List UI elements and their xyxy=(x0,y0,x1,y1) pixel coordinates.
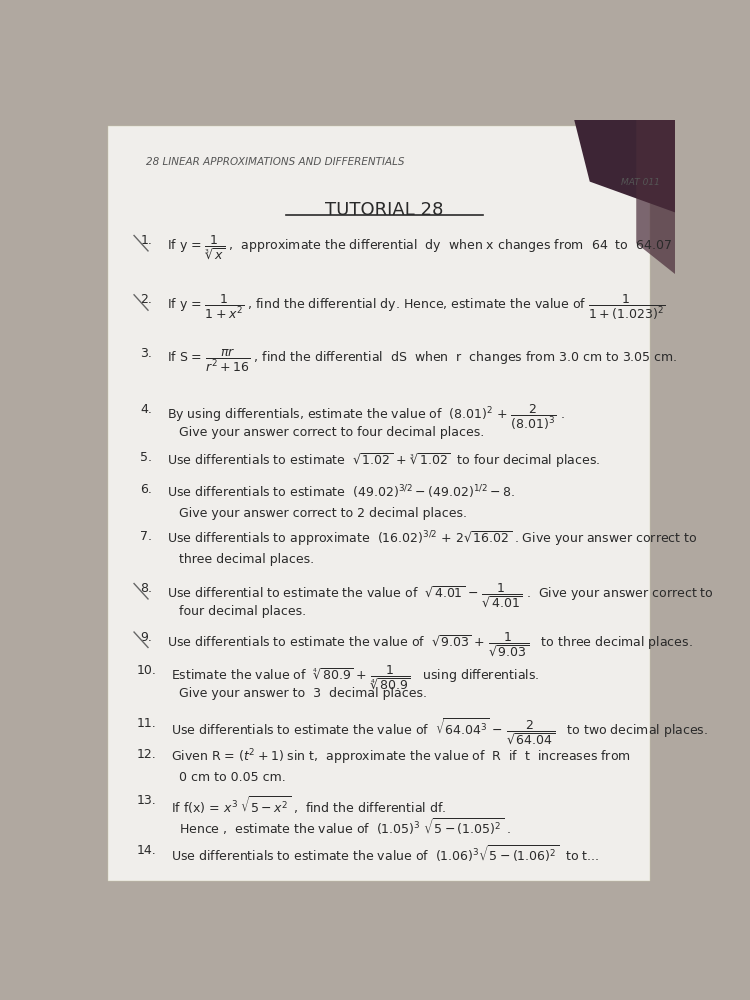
Text: MAT 011: MAT 011 xyxy=(621,178,660,187)
Text: If y = $\dfrac{1}{1 + x^2}$ , find the differential dy. Hence, estimate the valu: If y = $\dfrac{1}{1 + x^2}$ , find the d… xyxy=(167,293,665,322)
Text: 6.: 6. xyxy=(140,483,152,496)
Text: 4.: 4. xyxy=(140,403,152,416)
Text: If y = $\dfrac{1}{\sqrt[3]{x}}$ ,  approximate the differential  dy  when x chan: If y = $\dfrac{1}{\sqrt[3]{x}}$ , approx… xyxy=(167,234,673,262)
Text: three decimal places.: three decimal places. xyxy=(179,553,314,566)
Text: four decimal places.: four decimal places. xyxy=(179,605,306,618)
Text: Use differentials to approximate  $(16.02)^{3/2}$ + $2\sqrt{16.02}$ . Give your : Use differentials to approximate $(16.02… xyxy=(167,530,698,549)
Polygon shape xyxy=(574,120,675,212)
Text: Use differentials to estimate the value of  $\sqrt{64.04^3}$ $-$ $\dfrac{2}{\sqr: Use differentials to estimate the value … xyxy=(171,717,708,747)
Text: If f(x) = $x^3$ $\sqrt{5 - x^2}$ ,  find the differential df.: If f(x) = $x^3$ $\sqrt{5 - x^2}$ , find … xyxy=(171,794,446,816)
Text: Hence ,  estimate the value of  $(1.05)^3$ $\sqrt{5 - (1.05)^2}$ .: Hence , estimate the value of $(1.05)^3$… xyxy=(179,817,511,838)
Text: Given R = $(t^2 + 1)$ sin t,  approximate the value of  R  if  t  increases from: Given R = $(t^2 + 1)$ sin t, approximate… xyxy=(171,748,631,767)
Text: 0 cm to 0.05 cm.: 0 cm to 0.05 cm. xyxy=(179,771,286,784)
Text: 9.: 9. xyxy=(140,631,152,644)
Text: Use differentials to estimate the value of  $(1.06)^3\sqrt{5 -  (1.06)^2}$  to t: Use differentials to estimate the value … xyxy=(171,844,599,865)
FancyBboxPatch shape xyxy=(108,126,650,881)
Text: 7.: 7. xyxy=(140,530,152,543)
Text: Give your answer correct to four decimal places.: Give your answer correct to four decimal… xyxy=(179,426,484,439)
Text: 2.: 2. xyxy=(140,293,152,306)
Text: By using differentials, estimate the value of  $(8.01)^2$ + $\dfrac{2}{(8.01)^3}: By using differentials, estimate the val… xyxy=(167,403,565,432)
Polygon shape xyxy=(636,120,675,274)
Text: Use differentials to estimate the value of  $\sqrt{9.03}$ + $\dfrac{1}{\sqrt{9.0: Use differentials to estimate the value … xyxy=(167,631,693,659)
Text: 1.: 1. xyxy=(140,234,152,247)
Text: 12.: 12. xyxy=(136,748,156,761)
Text: Use differentials to estimate  $(49.02)^{3/2} - (49.02)^{1/2} - 8.$: Use differentials to estimate $(49.02)^{… xyxy=(167,483,515,501)
Text: Use differential to estimate the value of  $\sqrt{4.01}$ $-$ $\dfrac{1}{\sqrt{4.: Use differential to estimate the value o… xyxy=(167,582,714,610)
Text: 5.: 5. xyxy=(140,451,152,464)
Text: 11.: 11. xyxy=(136,717,156,730)
Text: Use differentials to estimate  $\sqrt{1.02}$ + $\sqrt[3]{1.02}$  to four decimal: Use differentials to estimate $\sqrt{1.0… xyxy=(167,451,601,470)
Text: Give your answer correct to 2 decimal places.: Give your answer correct to 2 decimal pl… xyxy=(179,507,467,520)
Text: 3.: 3. xyxy=(140,347,152,360)
Text: 8.: 8. xyxy=(140,582,152,595)
Text: 10.: 10. xyxy=(136,664,156,677)
Text: 13.: 13. xyxy=(136,794,156,807)
Text: If S = $\dfrac{\pi r}{r^2 + 16}$ , find the differential  dS  when  r  changes f: If S = $\dfrac{\pi r}{r^2 + 16}$ , find … xyxy=(167,347,678,374)
Text: Give your answer to  3  decimal places.: Give your answer to 3 decimal places. xyxy=(179,687,427,700)
Text: TUTORIAL 28: TUTORIAL 28 xyxy=(326,201,443,219)
Text: 28 LINEAR APPROXIMATIONS AND DIFFERENTIALS: 28 LINEAR APPROXIMATIONS AND DIFFERENTIA… xyxy=(146,157,405,167)
Text: 14.: 14. xyxy=(136,844,156,857)
Text: Estimate the value of  $\sqrt[4]{80.9}$ + $\dfrac{1}{\sqrt[4]{80.9}}$   using di: Estimate the value of $\sqrt[4]{80.9}$ +… xyxy=(171,664,540,692)
